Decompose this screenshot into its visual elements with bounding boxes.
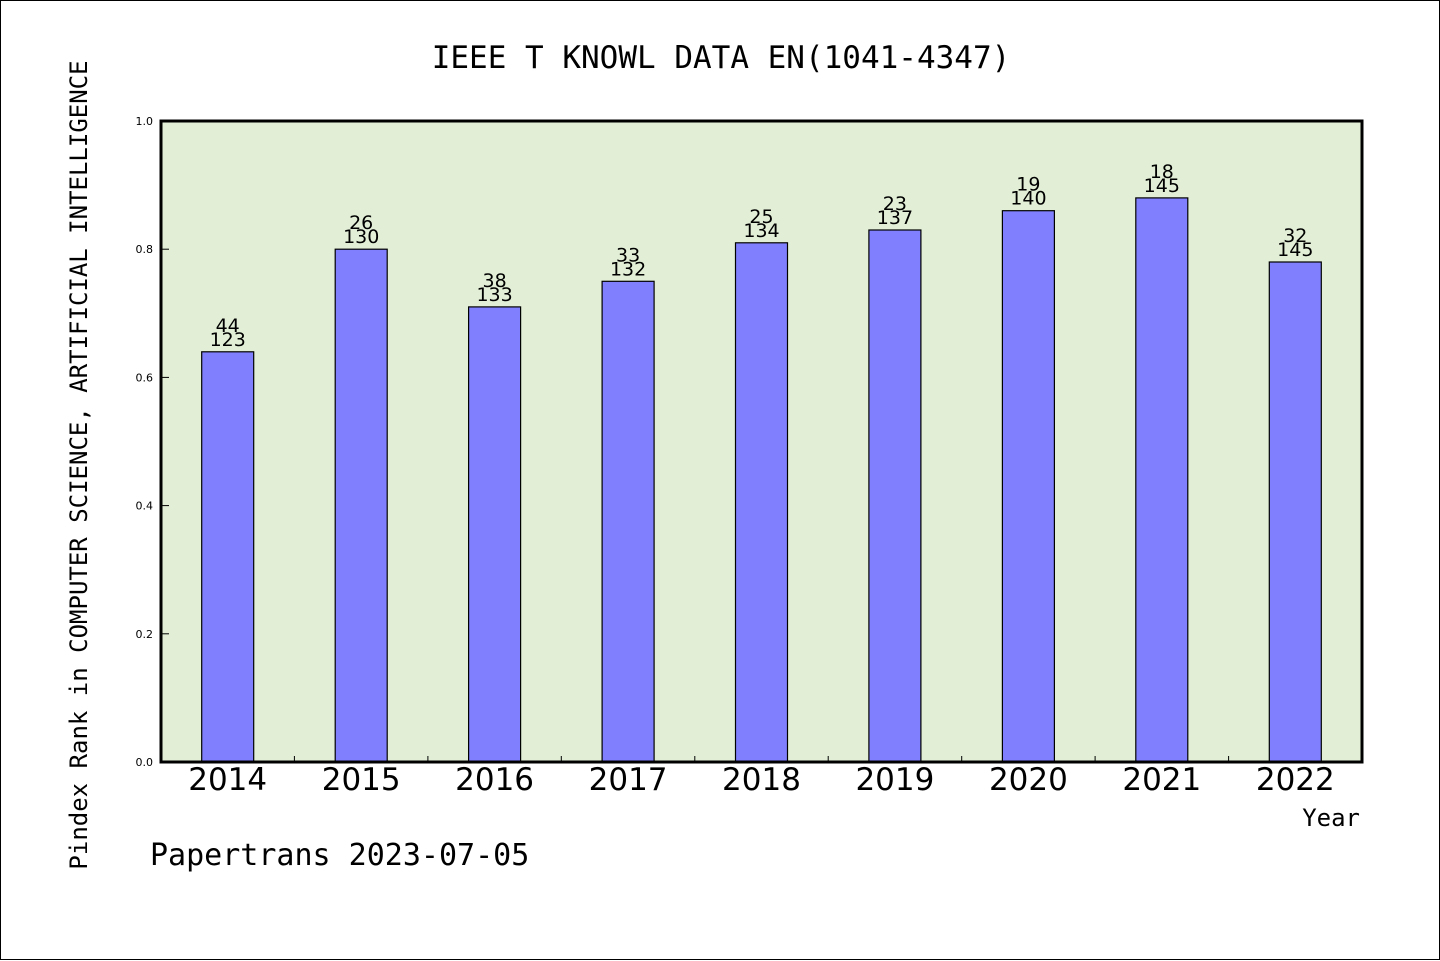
x-tick-label: 2015: [322, 762, 401, 798]
bar-2018: [734, 242, 789, 763]
x-tick-label: 2018: [722, 762, 801, 798]
bar-rank-label: 23: [883, 193, 907, 215]
y-tick-label: 1.0: [136, 115, 154, 128]
y-tick-label: 0.2: [136, 628, 154, 641]
bar-total-label: 133: [476, 284, 512, 306]
y-tick-label: 0.6: [136, 371, 154, 384]
bar-total-label: 140: [1010, 188, 1046, 210]
bar-2014: [201, 351, 255, 763]
y-tick-label: 0.4: [136, 500, 154, 513]
bar-2015: [334, 248, 388, 763]
bar-2017: [601, 280, 655, 763]
bar-label-group: 4412326130381333313225134231371914018145…: [210, 161, 1314, 351]
x-tick-label: 2021: [1122, 762, 1201, 798]
x-axis-label: Year: [1302, 804, 1360, 832]
x-tick-label: 2014: [188, 762, 267, 798]
bar-rank-label: 38: [483, 270, 507, 292]
x-tick-label: 2017: [589, 762, 668, 798]
y-tick-label: 0.8: [136, 243, 154, 256]
bar-2022: [1268, 261, 1322, 763]
bar-rank-label: 33: [616, 244, 640, 266]
bar-total-label: 145: [1144, 175, 1180, 197]
bar-rank-label: 25: [749, 206, 773, 228]
x-axis: 2014 2015 2016 2017 2018 2019 2020 2021 2022: [188, 756, 1335, 798]
x-tick-label: 2016: [455, 762, 534, 798]
bar-total-label: 130: [343, 226, 379, 248]
bar-2016: [468, 306, 522, 763]
chart-title: IEEE T KNOWL DATA EN(1041-4347): [432, 40, 1011, 76]
bar-rank-label: 32: [1283, 225, 1307, 247]
bar-total-label: 145: [1277, 239, 1313, 261]
bar-rank-label: 18: [1150, 161, 1174, 183]
bar-total-label: 134: [743, 220, 779, 242]
x-tick-label: 2020: [989, 762, 1068, 798]
plot-border: [159, 119, 1364, 764]
x-tick-label: 2019: [855, 762, 934, 798]
bar-total-label: 123: [210, 329, 246, 351]
bar-2020: [1001, 210, 1056, 763]
bar-rank-label: 26: [349, 212, 373, 234]
y-tick-label: 0.0: [136, 756, 154, 769]
x-tick-label: 2022: [1256, 762, 1335, 798]
bar-2021: [1135, 197, 1189, 763]
bar-total-label: 132: [610, 258, 646, 280]
bar-2019: [868, 229, 922, 763]
y-axis: 0.0 0.2 0.4 0.6 0.8 1.0: [136, 115, 169, 769]
bar-total-label: 137: [877, 207, 913, 229]
bar-group: [201, 197, 1322, 763]
bar-rank-label: 44: [216, 315, 240, 337]
bar-rank-label: 19: [1016, 174, 1040, 196]
y-axis-label: Pindex Rank in COMPUTER SCIENCE, ARTIFIC…: [65, 60, 93, 869]
footer-credit: Papertrans 2023-07-05: [150, 838, 529, 873]
